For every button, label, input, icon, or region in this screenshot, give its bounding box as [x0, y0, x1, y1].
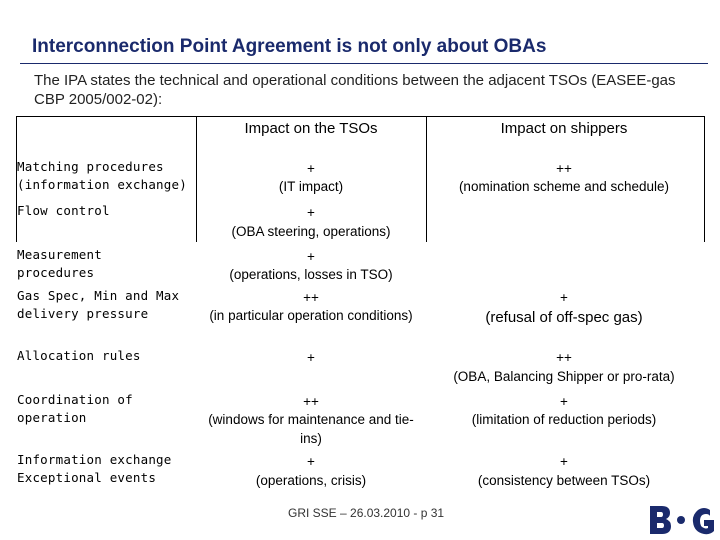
- tso-impact-detail: (in particular operation conditions): [209, 308, 413, 323]
- shipper-impact-detail: (nomination scheme and schedule): [458, 179, 670, 194]
- title-underline: [20, 63, 708, 64]
- tso-impact-symbol: +: [307, 350, 315, 365]
- shipper-impact-symbol: +: [560, 454, 568, 469]
- tso-impact-detail: (operations, losses in TSO): [229, 267, 393, 282]
- row-label-line1: Allocation rules: [17, 348, 141, 363]
- tso-impact-detail: (windows for maintenance and tie-: [208, 412, 414, 427]
- row-label-line2: delivery pressure: [17, 306, 149, 321]
- row-label-line1: Measurement: [17, 247, 102, 262]
- table-left-border: [16, 116, 17, 242]
- tso-impact-symbol: +: [307, 205, 315, 220]
- tso-impact-detail-cont: ins): [300, 431, 322, 446]
- shipper-impact-symbol: ++: [556, 350, 572, 365]
- shipper-impact-detail: (limitation of reduction periods): [471, 412, 657, 427]
- table-divider-2: [426, 116, 427, 242]
- tso-impact-symbol: +: [307, 454, 315, 469]
- table-right-border: [704, 116, 705, 242]
- row-label-line2: operation: [17, 410, 87, 425]
- row-label-line1: Gas Spec, Min and Max: [17, 288, 180, 303]
- shipper-impact-symbol: +: [560, 290, 568, 305]
- table-divider-1: [196, 116, 197, 242]
- row-label-line1: Information exchange: [17, 452, 172, 467]
- company-logo-icon: [650, 506, 714, 535]
- header-shippers: Impact on shippers: [500, 120, 628, 137]
- shipper-impact-symbol: +: [560, 394, 568, 409]
- tso-impact-detail: (IT impact): [278, 179, 344, 194]
- tso-impact-symbol: +: [307, 249, 315, 264]
- shipper-impact-detail: (refusal of off-spec gas): [485, 309, 643, 326]
- shipper-impact-symbol: ++: [556, 161, 572, 176]
- tso-impact-symbol: ++: [303, 394, 319, 409]
- shipper-impact-detail: (consistency between TSOs): [477, 473, 651, 488]
- tso-impact-detail: (OBA steering, operations): [231, 224, 391, 239]
- table-top-border: [16, 116, 704, 117]
- shipper-impact-detail: (OBA, Balancing Shipper or pro-rata): [453, 369, 675, 384]
- footer-text: GRI SSE – 26.03.2010 - p 31: [288, 506, 445, 520]
- intro-text: The IPA states the technical and operati…: [34, 72, 676, 108]
- tso-impact-symbol: ++: [303, 290, 319, 305]
- row-label-line2: Exceptional events: [17, 470, 157, 485]
- row-label-line2: procedures: [17, 265, 95, 280]
- slide-title: Interconnection Point Agreement is not o…: [32, 36, 547, 57]
- row-label-line2: (information exchange): [17, 177, 187, 192]
- tso-impact-detail: (operations, crisis): [255, 473, 367, 488]
- row-label-line1: Coordination of: [17, 392, 133, 407]
- row-label-line1: Flow control: [17, 203, 110, 218]
- header-tso: Impact on the TSOs: [244, 120, 378, 137]
- row-label-line1: Matching procedures: [17, 159, 164, 174]
- tso-impact-symbol: +: [307, 161, 315, 176]
